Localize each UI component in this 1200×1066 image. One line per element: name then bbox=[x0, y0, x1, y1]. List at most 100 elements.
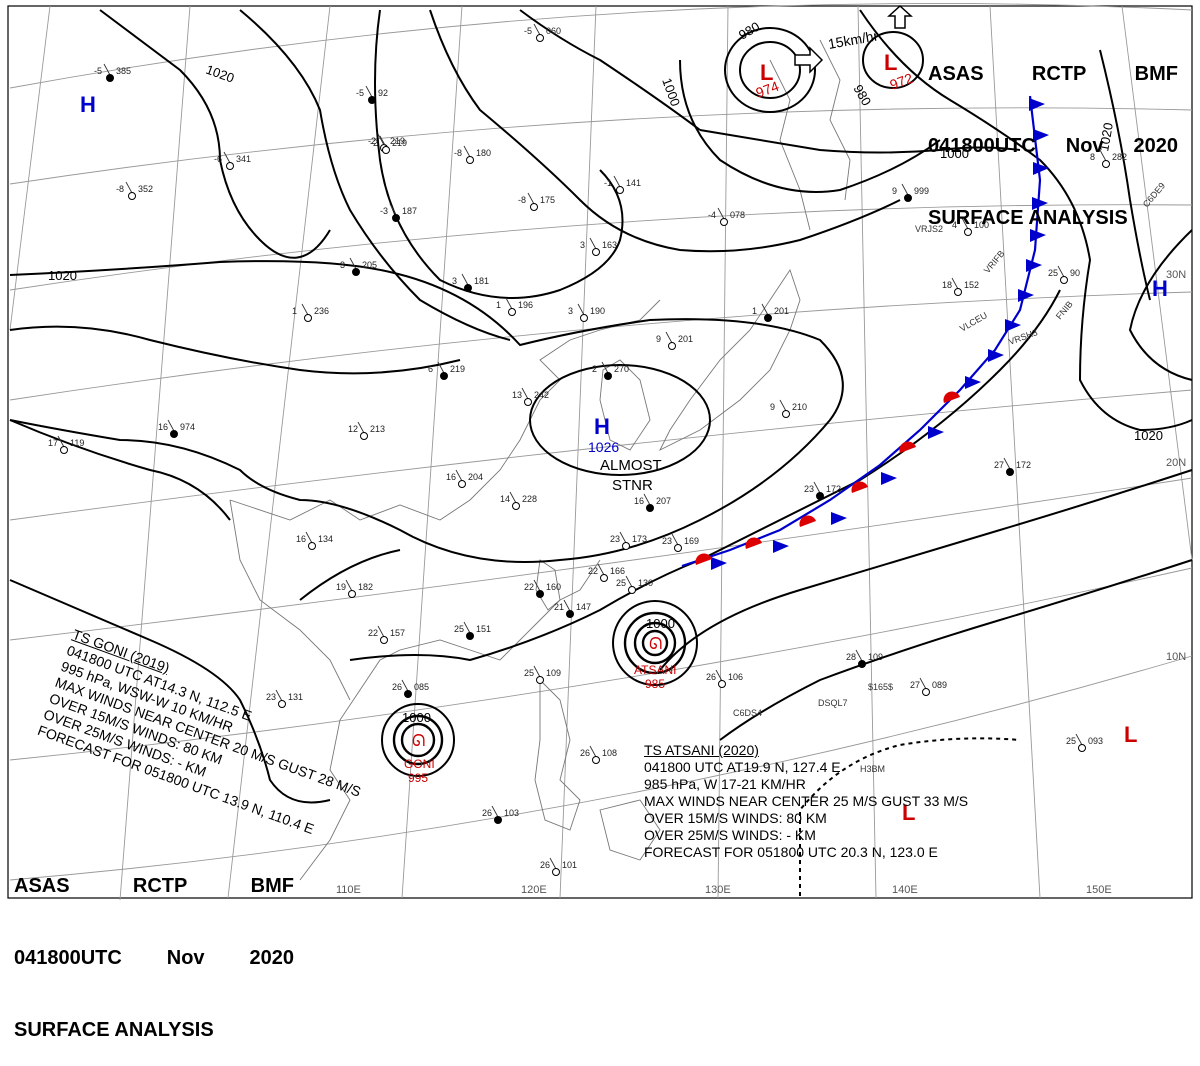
wind-barb bbox=[527, 192, 535, 205]
station-plot: -5 060 bbox=[524, 23, 561, 42]
station-plot: 22 157 bbox=[368, 625, 405, 644]
station-temperature: -6 bbox=[214, 154, 222, 164]
station-pressure: 90 bbox=[1070, 268, 1080, 278]
station-temperature: 13 bbox=[512, 390, 522, 400]
station-pressure: 147 bbox=[576, 602, 591, 612]
station-plot: 26 108 bbox=[580, 745, 617, 764]
station-temperature: -5 bbox=[356, 88, 364, 98]
station-plot: 9 999 bbox=[892, 183, 929, 202]
almost-stationary-label-2: STNR bbox=[612, 477, 653, 494]
goni-center-label: GONI bbox=[404, 757, 435, 771]
station-plot: 21 147 bbox=[554, 599, 591, 618]
header-month: Nov bbox=[1065, 135, 1104, 157]
station-pressure: 100 bbox=[974, 220, 989, 230]
high-center-symbol: H bbox=[594, 414, 610, 439]
ship-callsign: DSQL7 bbox=[818, 698, 848, 708]
station-pressure: 341 bbox=[236, 154, 251, 164]
header-time: 041800UTC bbox=[928, 135, 1036, 157]
wind-barb bbox=[715, 669, 723, 682]
ship-callsign: $165$ bbox=[868, 682, 893, 692]
station-plot: 25 151 bbox=[454, 621, 491, 640]
station-circle bbox=[816, 492, 824, 500]
wind-barb bbox=[717, 207, 725, 220]
station-circle bbox=[566, 610, 574, 618]
wind-barb bbox=[223, 151, 231, 164]
station-plot: 9 201 bbox=[656, 331, 693, 350]
station-pressure: 085 bbox=[414, 682, 429, 692]
station-circle bbox=[348, 590, 356, 598]
warm-front-semicircle bbox=[695, 553, 712, 565]
station-circle bbox=[278, 700, 286, 708]
station-temperature: 25 bbox=[524, 668, 534, 678]
station-plot: -5 385 bbox=[94, 63, 131, 82]
station-circle bbox=[226, 162, 234, 170]
station-plot: 16 207 bbox=[634, 493, 671, 512]
cold-front-triangle bbox=[881, 472, 897, 485]
station-temperature: -8 bbox=[116, 184, 124, 194]
station-circle bbox=[304, 314, 312, 322]
ship-callsign: FNIB bbox=[1054, 299, 1075, 321]
station-circle bbox=[646, 504, 654, 512]
station-plot: 12 213 bbox=[348, 421, 385, 440]
wind-barb bbox=[533, 23, 541, 36]
station-temperature: -2 bbox=[368, 136, 376, 146]
station-temperature: -5 bbox=[524, 26, 532, 36]
station-pressure: 151 bbox=[476, 624, 491, 634]
goni-storm-symbol: ᘏ bbox=[412, 733, 425, 750]
station-circle bbox=[592, 756, 600, 764]
station-plot: -2 219 bbox=[370, 135, 407, 154]
footer-agency: ASAS bbox=[14, 875, 70, 897]
station-pressure: 242 bbox=[534, 390, 549, 400]
cold-front-triangle bbox=[773, 540, 789, 553]
station-circle bbox=[352, 268, 360, 276]
station-temperature: 9 bbox=[892, 186, 897, 196]
station-pressure: 207 bbox=[656, 496, 671, 506]
station-circle bbox=[536, 590, 544, 598]
station-temperature: 25 bbox=[616, 578, 626, 588]
low-center-symbol: L bbox=[884, 50, 897, 75]
atsani-info: TS ATSANI (2020) 041800 UTC AT19.9 N, 12… bbox=[644, 742, 968, 861]
station-circle bbox=[1006, 468, 1014, 476]
coastlines bbox=[229, 39, 851, 881]
station-plot: 14 228 bbox=[500, 491, 537, 510]
fronts bbox=[681, 95, 1049, 570]
station-plot: 23 172 bbox=[804, 481, 841, 500]
header-product: SURFACE ANALYSIS bbox=[928, 207, 1128, 229]
atsani-line5: OVER 25M/S WINDS: - KM bbox=[644, 827, 816, 843]
station-plot: 16 974 bbox=[158, 419, 195, 438]
station-plot: 25 093 bbox=[1066, 733, 1103, 752]
wind-barb bbox=[509, 491, 517, 504]
almost-stationary-label-1: ALMOST bbox=[600, 457, 662, 474]
station-temperature: 12 bbox=[348, 424, 358, 434]
motion-speed-label: 15km/hr bbox=[827, 27, 880, 52]
atsani-line1: 041800 UTC AT19.9 N, 127.4 E bbox=[644, 759, 841, 775]
wind-barb bbox=[463, 621, 471, 634]
station-circle bbox=[904, 194, 912, 202]
station-temperature: 16 bbox=[634, 496, 644, 506]
station-circle bbox=[440, 372, 448, 380]
station-pressure: 219 bbox=[390, 136, 405, 146]
station-plot: 2 270 bbox=[592, 361, 629, 380]
wind-barb bbox=[57, 435, 65, 448]
header-bottom-left: ASAS RCTP BMF 041800UTC Nov 2020 SURFACE ANA… bbox=[14, 826, 294, 1066]
atsani-line2: 985 hPa, W 17-21 KM/HR bbox=[644, 776, 806, 792]
station-temperature: 22 bbox=[588, 566, 598, 576]
wind-barb bbox=[1003, 457, 1011, 470]
footer-code2: BMF bbox=[250, 875, 294, 897]
station-circle bbox=[170, 430, 178, 438]
footer-month: Nov bbox=[166, 947, 205, 969]
atsani-name: TS ATSANI (2020) bbox=[644, 742, 759, 758]
station-plot: 1 201 bbox=[752, 303, 789, 322]
cold-front-triangle bbox=[1029, 98, 1045, 111]
station-pressure: 228 bbox=[522, 494, 537, 504]
wind-barb bbox=[577, 303, 585, 316]
station-pressure: 109 bbox=[546, 668, 561, 678]
station-pressure: 219 bbox=[450, 364, 465, 374]
warm-front-semicircle bbox=[943, 391, 960, 403]
cold-front-triangle bbox=[1005, 319, 1021, 332]
wind-barb bbox=[125, 181, 133, 194]
cold-front-triangle bbox=[831, 512, 847, 525]
station-pressure: 134 bbox=[318, 534, 333, 544]
station-plot: -8 180 bbox=[454, 145, 491, 164]
station-plot: -4 078 bbox=[708, 207, 745, 226]
